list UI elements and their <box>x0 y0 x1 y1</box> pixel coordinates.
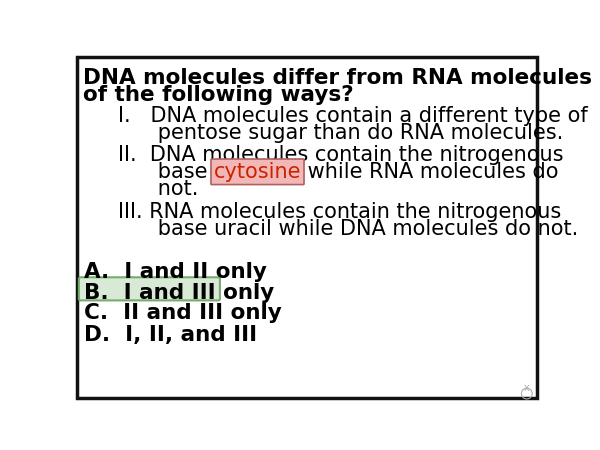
Text: I.   DNA molecules contain a different type of: I. DNA molecules contain a different typ… <box>118 106 587 126</box>
FancyBboxPatch shape <box>77 57 537 398</box>
Text: pentose sugar than do RNA molecules.: pentose sugar than do RNA molecules. <box>118 123 563 143</box>
Text: not.: not. <box>118 179 198 199</box>
FancyBboxPatch shape <box>79 277 220 301</box>
Text: A.  I and II only: A. I and II only <box>84 262 267 282</box>
Text: base uracil while DNA molecules do not.: base uracil while DNA molecules do not. <box>118 219 578 239</box>
Text: C.  II and III only: C. II and III only <box>84 303 282 324</box>
Text: base: base <box>118 162 214 182</box>
Text: DNA molecules differ from RNA molecules in which: DNA molecules differ from RNA molecules … <box>83 68 600 88</box>
FancyBboxPatch shape <box>211 159 304 184</box>
Text: cytosine: cytosine <box>214 162 301 182</box>
Text: II.  DNA molecules contain the nitrogenous: II. DNA molecules contain the nitrogenou… <box>118 145 563 165</box>
Text: while RNA molecules do: while RNA molecules do <box>301 162 559 182</box>
Text: of the following ways?: of the following ways? <box>83 85 353 105</box>
Text: D.  I, II, and III: D. I, II, and III <box>84 325 257 345</box>
Text: III. RNA molecules contain the nitrogenous: III. RNA molecules contain the nitrogeno… <box>118 202 561 222</box>
Text: x: x <box>524 383 530 393</box>
Text: B.  I and III only: B. I and III only <box>84 283 275 303</box>
